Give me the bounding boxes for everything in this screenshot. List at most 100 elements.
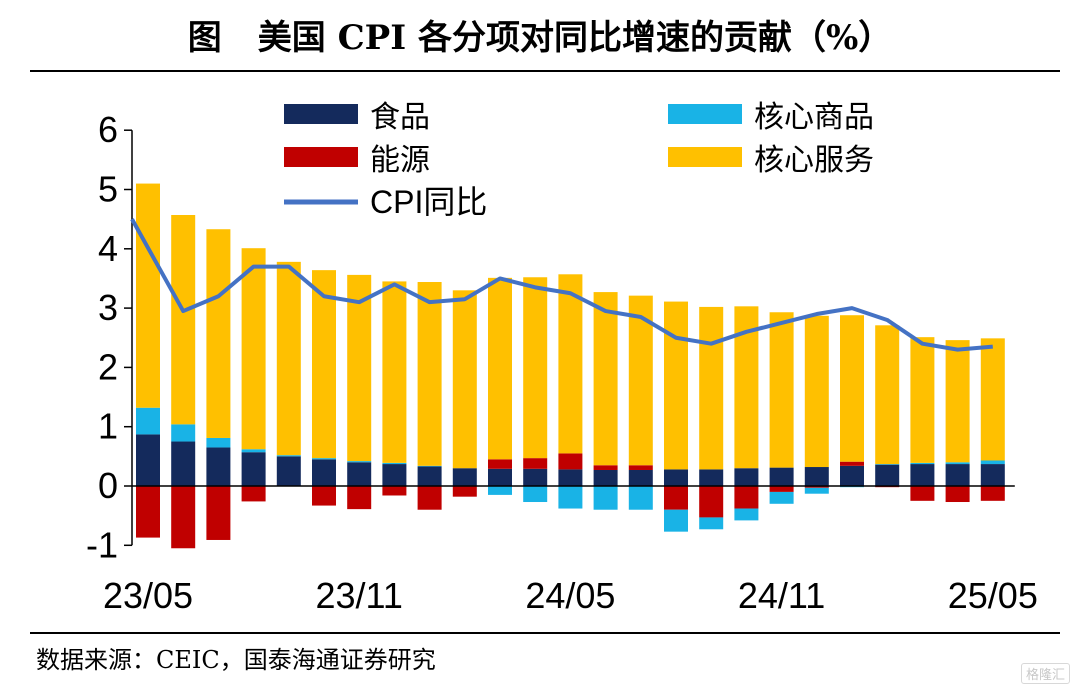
bar-segment-25/01-核心服务 (840, 315, 864, 462)
legend-swatch-能源 (284, 147, 358, 167)
bar-segment-25/05-能源 (980, 486, 1005, 501)
bar-segment-24/12-核心商品 (804, 487, 829, 494)
figure-label: 图 (187, 18, 222, 58)
bar-segment-23/11-核心商品 (347, 461, 372, 463)
bar-segment-23/11-核心服务 (347, 274, 372, 462)
bars-group (136, 183, 1005, 549)
bar-segment-24/06-核心服务 (593, 292, 618, 466)
y-tick-label: -1 (86, 524, 118, 565)
bar-segment-24/02-核心服务 (452, 290, 477, 469)
bar-segment-23/07-核心商品 (206, 437, 231, 448)
bar-segment-24/04-食品 (523, 468, 548, 486)
bar-segment-24/04-能源 (523, 458, 548, 469)
bar-segment-25/02-核心服务 (875, 325, 900, 465)
title-text: 美国 CPI 各分项对同比增速的贡献（%） (257, 18, 893, 58)
bar-segment-23/05-食品 (136, 434, 160, 486)
bar-segment-24/03-核心商品 (488, 486, 512, 495)
bar-segment-24/10-核心商品 (734, 508, 759, 521)
x-tick-label: 23/11 (315, 575, 402, 616)
bar-segment-24/03-核心服务 (488, 277, 512, 460)
bar-segment-24/02-能源 (452, 486, 477, 497)
bar-segment-24/07-食品 (628, 469, 653, 486)
bottom-rule (30, 632, 1060, 634)
x-tick-label: 25/05 (948, 575, 1038, 616)
cpi-line-group (130, 218, 993, 352)
y-tick-label: 5 (98, 169, 118, 210)
bar-segment-25/04-核心服务 (945, 340, 970, 463)
bar-segment-24/09-能源 (699, 486, 724, 518)
bar-segment-25/03-食品 (910, 464, 935, 486)
bar-segment-24/12-核心服务 (804, 315, 829, 468)
bar-segment-24/09-核心服务 (699, 306, 724, 470)
bar-segment-23/10-食品 (312, 459, 336, 486)
bar-segment-25/05-核心服务 (980, 338, 1005, 461)
bar-segment-24/01-核心商品 (417, 465, 442, 467)
bar-segment-23/09-食品 (276, 456, 301, 486)
bar-segment-24/04-核心服务 (523, 277, 548, 459)
bar-segment-24/12-食品 (804, 467, 829, 486)
bar-segment-24/04-核心商品 (523, 486, 548, 503)
y-tick-label: 6 (98, 109, 118, 150)
bar-segment-25/01-食品 (840, 465, 864, 486)
bar-segment-23/11-食品 (347, 462, 372, 486)
bar-segment-24/08-能源 (664, 486, 688, 510)
bar-segment-23/06-能源 (171, 486, 196, 549)
bar-segment-24/07-核心商品 (628, 486, 653, 510)
bar-segment-24/11-食品 (769, 467, 794, 486)
source-note: 数据来源：CEIC，国泰海通证券研究 (36, 646, 436, 674)
y-tick-label: 0 (98, 465, 118, 506)
bar-segment-25/04-食品 (945, 464, 970, 486)
legend-label-食品: 食品 (370, 100, 430, 135)
bar-segment-23/07-食品 (206, 447, 231, 486)
y-tick-label: 1 (98, 406, 118, 447)
bar-segment-24/07-能源 (628, 465, 653, 470)
legend-swatch-核心商品 (668, 104, 742, 124)
top-rule (30, 70, 1060, 72)
bar-segment-23/09-核心商品 (276, 455, 301, 457)
bar-segment-24/03-食品 (488, 468, 512, 486)
bar-segment-25/05-核心商品 (980, 460, 1005, 465)
legend-swatch-食品 (284, 104, 358, 124)
bar-segment-23/08-食品 (241, 452, 266, 486)
bar-segment-24/01-能源 (417, 486, 442, 510)
bar-segment-24/09-食品 (699, 469, 724, 486)
bar-segment-25/04-核心商品 (945, 462, 970, 465)
cpi-yoy-line (130, 218, 993, 352)
bar-segment-23/06-核心服务 (171, 214, 196, 425)
axes-group: -1 0 1 2 3 4 5 6 23/05 23/11 24/05 24/11 25/05 (86, 109, 1038, 616)
x-tick-label: 24/05 (525, 575, 615, 616)
bar-segment-25/05-食品 (980, 464, 1005, 486)
bar-segment-25/02-食品 (875, 464, 900, 486)
bar-segment-24/09-核心商品 (699, 517, 724, 530)
bar-segment-23/12-核心商品 (382, 462, 407, 465)
bar-segment-23/08-核心服务 (241, 248, 266, 450)
bar-segment-23/10-能源 (312, 486, 336, 506)
bar-segment-24/08-核心商品 (664, 509, 688, 532)
legend-label-CPI同比: CPI同比 (370, 184, 487, 220)
bar-segment-24/11-核心商品 (769, 491, 794, 504)
bar-segment-24/08-核心服务 (664, 301, 688, 470)
bar-segment-24/05-能源 (558, 453, 583, 470)
bar-segment-23/06-食品 (171, 441, 196, 486)
bar-segment-24/12-能源 (804, 486, 829, 488)
x-tick-label: 24/11 (738, 575, 825, 616)
bar-segment-23/10-核心服务 (312, 270, 336, 459)
bar-segment-23/05-能源 (136, 486, 160, 538)
bar-segment-25/01-能源 (840, 461, 864, 466)
bar-segment-23/08-核心商品 (241, 449, 266, 453)
bar-segment-23/12-能源 (382, 486, 407, 496)
bar-segment-24/10-能源 (734, 486, 759, 509)
legend-swatch-核心服务 (668, 147, 742, 167)
bar-segment-23/11-能源 (347, 486, 372, 510)
bar-segment-24/11-能源 (769, 486, 794, 492)
bar-segment-24/05-核心商品 (558, 486, 583, 509)
bar-segment-24/02-食品 (452, 468, 477, 486)
bar-segment-23/09-核心服务 (276, 261, 301, 456)
bar-segment-23/08-能源 (241, 486, 266, 502)
bar-segment-25/03-核心服务 (910, 337, 935, 463)
y-tick-label: 4 (98, 228, 118, 269)
bar-segment-24/03-能源 (488, 459, 512, 469)
watermark: 格隆汇 (1020, 663, 1070, 684)
bar-segment-24/06-能源 (593, 465, 618, 470)
